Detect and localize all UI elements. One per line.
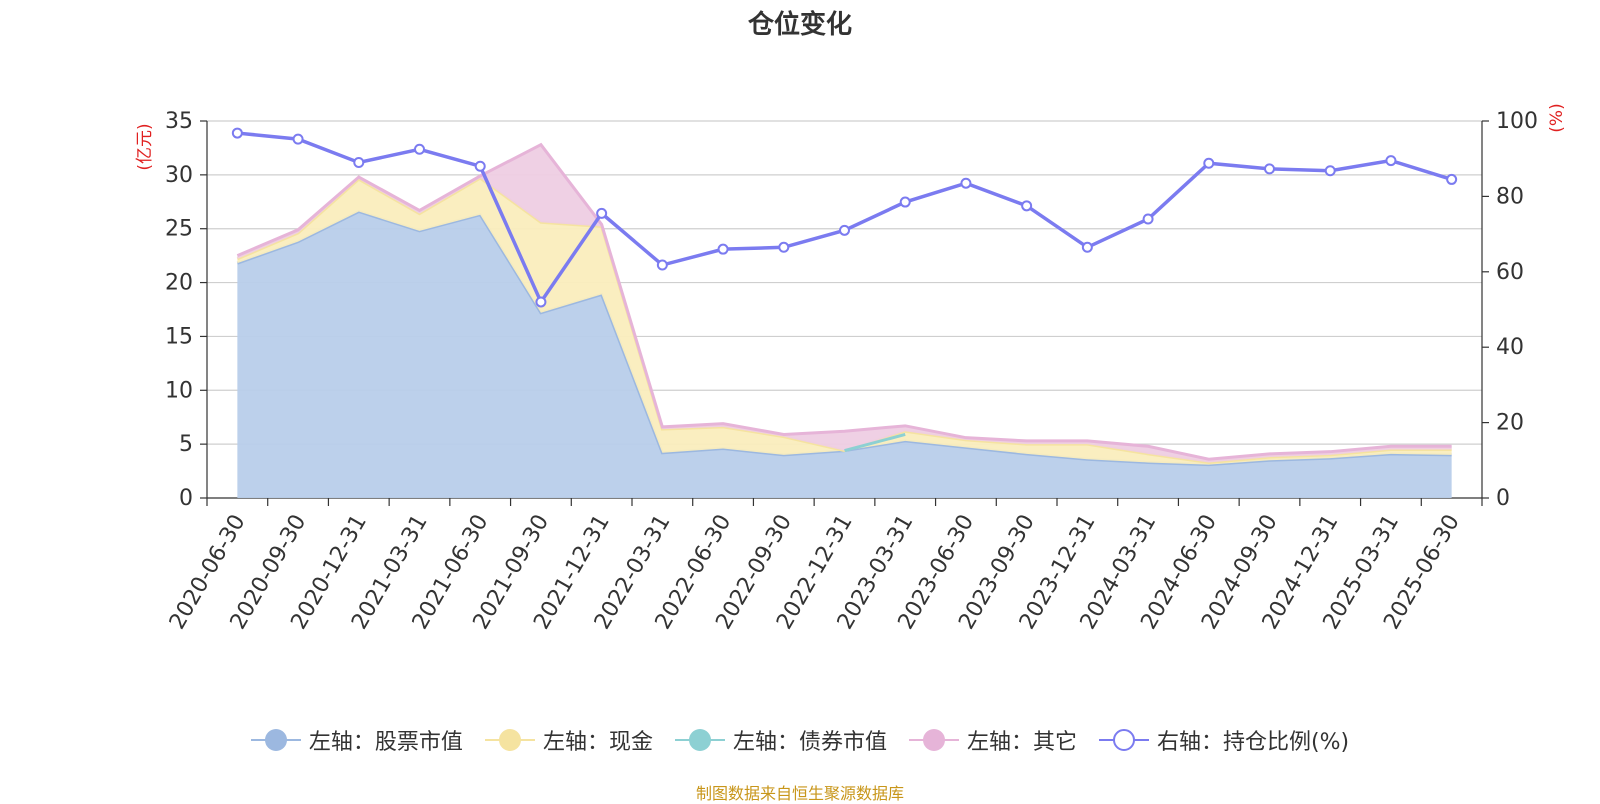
position-ratio-point — [899, 196, 911, 208]
position-ratio-point — [960, 177, 972, 189]
left-tick-label: 30 — [165, 163, 193, 188]
area-左轴：股票市值 — [237, 211, 1452, 499]
legend-label: 左轴：现金 — [542, 730, 653, 755]
position-ratio-point — [474, 160, 486, 172]
position-ratio-point — [292, 133, 304, 145]
right-tick-label: 40 — [1496, 335, 1524, 360]
right-tick-label: 100 — [1496, 109, 1538, 134]
position-ratio-point — [717, 243, 729, 255]
position-ratio-point — [656, 259, 668, 271]
position-ratio-point — [1446, 173, 1458, 185]
position-ratio-point — [353, 156, 365, 168]
right-tick-label: 0 — [1496, 486, 1510, 511]
position-ratio-point — [778, 241, 790, 253]
position-ratio-point — [1021, 200, 1033, 212]
legend-item[interactable]: 左轴：债券市值 — [674, 724, 887, 756]
area-edge-左轴：其它 — [236, 142, 1452, 461]
position-ratio-point — [596, 207, 608, 219]
chart: 05101520253035020406080100(亿元)(%)2020-06… — [135, 103, 1567, 633]
position-ratio-point — [1081, 241, 1093, 253]
legend-label: 右轴：持仓比例(%) — [1156, 730, 1350, 755]
legend-item[interactable]: 左轴：其它 — [908, 724, 1077, 756]
left-tick-label: 35 — [165, 109, 193, 134]
legend-label: 左轴：债券市值 — [732, 730, 887, 755]
left-tick-label: 10 — [165, 378, 193, 403]
position-ratio-point — [1385, 155, 1397, 167]
bond-segment-line — [844, 432, 906, 453]
data-source-note: 制图数据来自恒生聚源数据库 — [695, 784, 904, 803]
left-axis-label: (亿元) — [135, 123, 155, 170]
area-左轴：现金 — [237, 178, 1452, 465]
legend-item[interactable]: 左轴：现金 — [484, 724, 653, 756]
left-tick-label: 25 — [165, 217, 193, 242]
legend-marker-icon — [1098, 728, 1149, 752]
legend-marker-icon — [484, 728, 535, 752]
position-ratio-point — [1324, 165, 1336, 177]
chart-title: 仓位变化 — [747, 10, 852, 40]
position-ratio-point — [414, 143, 425, 155]
position-ratio-point — [535, 296, 547, 308]
right-tick-label: 60 — [1496, 260, 1524, 285]
position-ratio-point — [1264, 163, 1275, 175]
left-tick-label: 0 — [179, 486, 193, 511]
left-tick-label: 15 — [165, 324, 193, 349]
right-axis-label: (%) — [1547, 103, 1567, 132]
position-ratio-point — [1142, 213, 1154, 225]
legend-item[interactable]: 右轴：持仓比例(%) — [1098, 724, 1350, 756]
right-tick-label: 20 — [1496, 411, 1524, 436]
legend-marker-icon — [250, 728, 301, 752]
legend-label: 左轴：其它 — [966, 730, 1077, 755]
area-layer — [236, 142, 1452, 499]
left-tick-label: 20 — [165, 271, 193, 296]
position-ratio-point — [1203, 157, 1215, 169]
position-ratio-point — [231, 127, 243, 139]
position-ratio-point — [839, 224, 850, 236]
legend: 左轴：股票市值 左轴：现金 左轴：债券市值 左轴：其它 右轴：持仓比例(%) — [0, 724, 1600, 756]
left-tick-label: 5 — [179, 432, 193, 457]
legend-marker-icon — [674, 728, 725, 752]
right-tick-label: 80 — [1496, 184, 1524, 209]
legend-marker-icon — [908, 728, 959, 752]
legend-label: 左轴：股票市值 — [308, 730, 463, 755]
legend-item[interactable]: 左轴：股票市值 — [250, 724, 463, 756]
